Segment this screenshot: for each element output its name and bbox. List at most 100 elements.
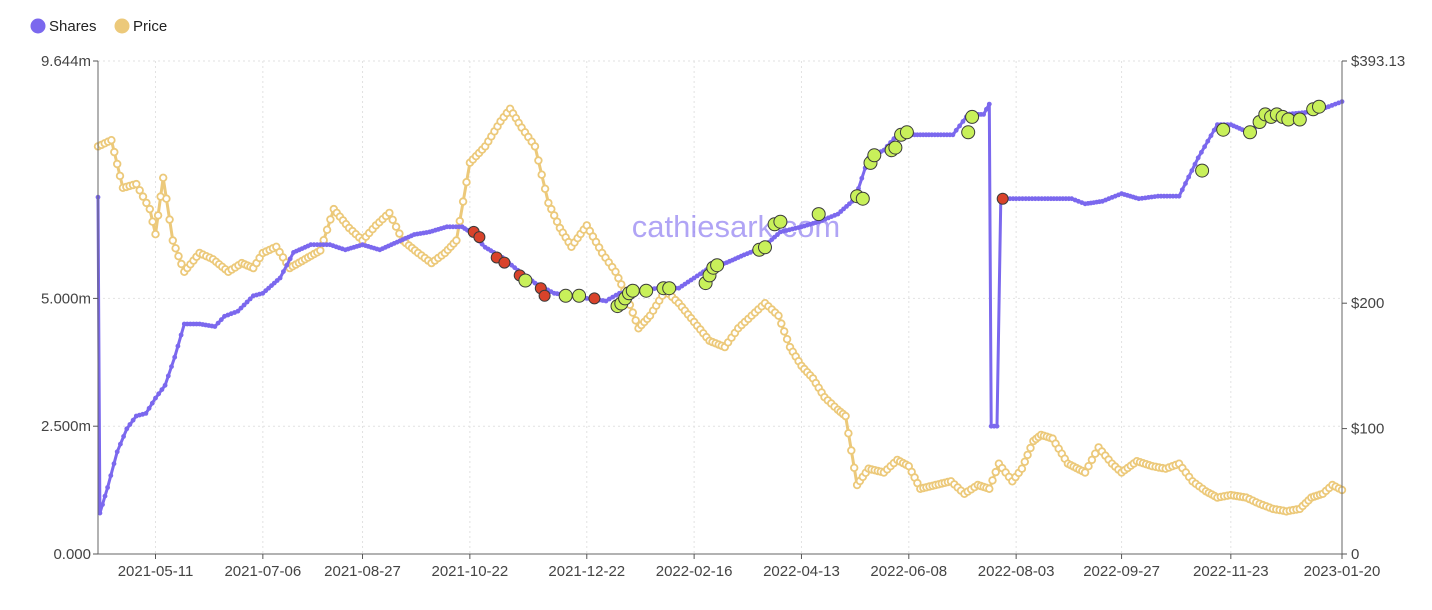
price-point	[850, 463, 859, 472]
shares-point	[121, 434, 126, 439]
shares-point	[1189, 168, 1195, 174]
price-point	[1026, 443, 1035, 453]
shares-point	[127, 422, 133, 427]
legend-price-swatch[interactable]	[114, 18, 130, 34]
price-point	[391, 222, 401, 231]
shares-point	[149, 400, 155, 406]
buy-marker	[1216, 122, 1231, 137]
price-point	[455, 216, 464, 226]
trade-markers	[467, 99, 1326, 314]
price-point	[1087, 455, 1097, 465]
shares-point	[162, 382, 168, 388]
shares-point	[130, 417, 136, 423]
legend-shares-swatch[interactable]	[30, 18, 46, 34]
price-point	[1080, 468, 1090, 477]
legend[interactable]: Shares Price	[30, 18, 168, 35]
shares-point	[953, 127, 959, 133]
buy-marker	[758, 240, 772, 255]
shares-point	[124, 426, 130, 432]
shares-point	[277, 275, 283, 281]
y-left-tick-label: 5.000m	[41, 290, 91, 307]
shares-point	[146, 405, 152, 411]
price-point	[530, 142, 540, 151]
price-point	[1017, 464, 1027, 473]
shares-point	[143, 411, 149, 416]
y-left-tick-label: 2.500m	[41, 418, 91, 435]
price-point	[841, 411, 850, 421]
price-point	[158, 173, 168, 182]
price-point	[165, 215, 174, 224]
shares-point	[1199, 149, 1204, 155]
legend-shares-label[interactable]: Shares	[49, 18, 97, 35]
shares-point	[994, 423, 1000, 429]
price-point	[177, 259, 186, 269]
price-point	[153, 211, 163, 220]
shares-point	[172, 354, 178, 360]
shares-point	[986, 101, 992, 107]
x-tick-label: 2021-07-06	[224, 563, 301, 580]
sell-marker	[473, 231, 486, 244]
price-point	[537, 170, 546, 179]
shares-point	[241, 302, 247, 308]
shares-point	[1208, 133, 1214, 139]
shares-point	[244, 299, 250, 305]
sell-marker	[538, 289, 551, 302]
price-point	[110, 147, 119, 157]
price-point	[151, 229, 160, 239]
price-point	[135, 186, 144, 195]
buy-marker	[1195, 163, 1210, 178]
price-point	[326, 215, 335, 224]
buy-marker	[625, 283, 640, 298]
price-point	[1020, 457, 1030, 466]
price-point	[534, 156, 543, 165]
shares-point	[178, 332, 184, 338]
sell-marker	[996, 192, 1009, 205]
x-tick-label: 2023-01-20	[1304, 563, 1381, 580]
x-tick-label: 2022-04-13	[763, 563, 840, 580]
buy-marker	[710, 258, 725, 273]
y-right-tick-label: $393.13	[1351, 53, 1405, 70]
shares-point	[284, 262, 290, 268]
tick-labels: 2021-05-11 2021-07-06 2021-08-27 2021-10-22…	[41, 53, 1405, 580]
x-tick-label: 2022-08-03	[978, 563, 1055, 580]
grid	[98, 60, 1343, 555]
shares-point	[859, 175, 865, 181]
price-point	[782, 335, 792, 344]
buy-marker	[662, 281, 677, 296]
shares-point	[105, 485, 110, 490]
price-point	[774, 311, 783, 320]
price-point	[1084, 462, 1093, 471]
price-point	[388, 215, 397, 224]
price-line	[97, 107, 1343, 513]
price-point	[777, 319, 786, 328]
x-tick-label: 2022-09-27	[1083, 563, 1160, 580]
price-point	[171, 244, 180, 253]
price-point	[142, 198, 151, 208]
price-point	[458, 197, 468, 206]
buy-marker	[811, 207, 826, 222]
shares-point	[118, 441, 123, 447]
buy-marker	[773, 214, 788, 229]
shares-point	[287, 256, 293, 262]
shares-point	[1202, 144, 1207, 150]
x-tick-label: 2022-02-16	[656, 563, 733, 580]
legend-price-label[interactable]: Price	[133, 18, 167, 35]
shares-point	[156, 391, 162, 397]
shares-point	[1186, 174, 1192, 180]
price-point	[1023, 450, 1032, 460]
shares-point	[159, 387, 165, 392]
x-tick-label: 2021-05-11	[118, 563, 194, 580]
shares-point	[212, 324, 218, 329]
price-point	[628, 308, 637, 317]
shares-point	[102, 493, 108, 499]
price-point	[844, 429, 853, 438]
shares-point	[981, 112, 986, 117]
price-point	[322, 225, 332, 234]
shares-point	[479, 241, 485, 247]
price-point	[138, 192, 148, 201]
price-point	[115, 171, 125, 181]
price-point	[112, 159, 122, 169]
shares-point	[235, 308, 241, 314]
buy-marker	[961, 125, 976, 140]
